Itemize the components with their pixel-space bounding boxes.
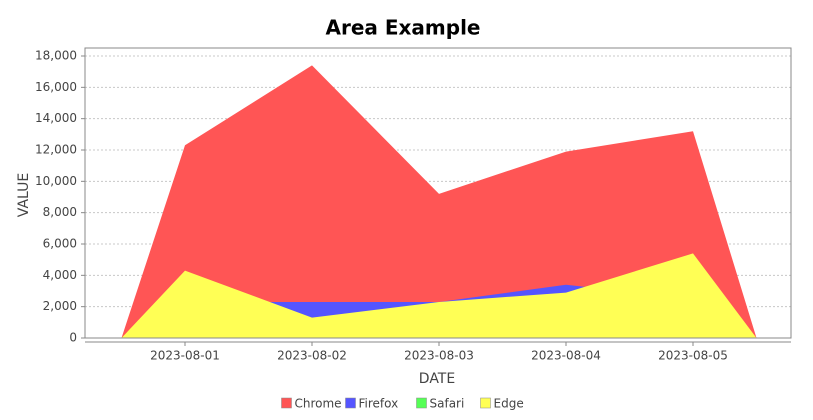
y-tick-label: 2,000 <box>43 299 77 313</box>
legend-swatch <box>281 397 292 409</box>
plot-border <box>84 47 792 339</box>
legend-label: Chrome <box>295 397 342 411</box>
x-tick-label: 2023-08-03 <box>404 349 474 363</box>
y-axis-label: VALUE <box>16 173 32 217</box>
x-tick-label: 2023-08-05 <box>658 349 728 363</box>
chart-title: Area Example <box>326 16 481 40</box>
x-tick-label: 2023-08-01 <box>150 349 220 363</box>
legend-swatch <box>345 397 356 409</box>
area <box>121 253 757 338</box>
y-tick-label: 18,000 <box>35 49 77 63</box>
x-tick-label: 2023-08-04 <box>531 349 601 363</box>
y-tick-label: 4,000 <box>43 268 77 282</box>
y-tick-label: 8,000 <box>43 205 77 219</box>
legend-swatch <box>416 397 427 409</box>
x-axis-label: DATE <box>419 371 455 387</box>
y-tick-label: 14,000 <box>35 111 77 125</box>
y-tick-label: 6,000 <box>43 237 77 251</box>
x-tick-label: 2023-08-02 <box>277 349 347 363</box>
legend-label: Edge <box>494 397 524 411</box>
y-tick-label: 12,000 <box>35 143 77 157</box>
legend-label: Safari <box>430 397 465 411</box>
area <box>121 65 757 339</box>
legend-label: Firefox <box>359 397 399 411</box>
y-tick-label: 10,000 <box>35 174 77 188</box>
y-tick-label: 16,000 <box>35 80 77 94</box>
y-tick-label: 0 <box>69 331 77 345</box>
legend-swatch <box>480 397 491 409</box>
